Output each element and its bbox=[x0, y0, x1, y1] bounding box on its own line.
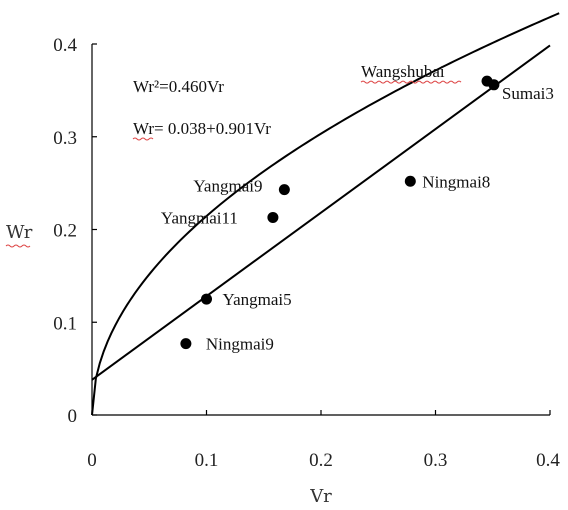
data-label-underline bbox=[360, 80, 462, 84]
x-tick-label: 0 bbox=[87, 450, 97, 471]
data-point bbox=[488, 79, 500, 91]
y-tick-label: 0 bbox=[68, 406, 78, 427]
data-label: Sumai3 bbox=[502, 84, 554, 103]
labels: Wr²=0.460Vr Wr= 0.038+0.901Vr Wangshubai Su… bbox=[132, 62, 554, 354]
data-label: Ningmai8 bbox=[422, 172, 490, 191]
x-axis-title: Vr bbox=[309, 486, 332, 507]
axes: 0 0.1 0.2 0.3 0.4 0 0.1 0.2 0.3 0.4 Vr Wr bbox=[5, 35, 560, 507]
data-label: Yangmai5 bbox=[223, 290, 292, 309]
y-axis-title-underline bbox=[5, 244, 31, 248]
y-tick-label: 0.1 bbox=[53, 313, 77, 334]
equation-underline bbox=[132, 137, 154, 141]
data-point bbox=[267, 211, 279, 223]
x-tick-label: 0.2 bbox=[309, 450, 333, 471]
y-axis-title: Wr bbox=[6, 222, 33, 243]
y-tick-label: 0.3 bbox=[53, 128, 77, 149]
data-point bbox=[278, 184, 290, 196]
data-point bbox=[404, 175, 416, 187]
power-equation-label: Wr²=0.460Vr bbox=[133, 77, 224, 96]
linear-regression-line bbox=[91, 44, 551, 381]
x-tick-label: 0.4 bbox=[536, 450, 560, 471]
data-label: Wangshubai bbox=[361, 62, 445, 81]
power-curve bbox=[91, 12, 560, 416]
x-tick-label: 0.1 bbox=[195, 450, 219, 471]
data-label: Yangmai11 bbox=[161, 208, 238, 227]
data-point bbox=[201, 293, 212, 305]
data-label: Yangmai9 bbox=[193, 177, 262, 196]
y-tick-label: 0.4 bbox=[53, 35, 77, 56]
curves bbox=[91, 12, 560, 416]
data-point bbox=[180, 338, 192, 350]
data-label: Ningmai9 bbox=[206, 335, 274, 354]
linear-equation-label: Wr= 0.038+0.901Vr bbox=[133, 119, 271, 138]
x-tick-label: 0.3 bbox=[424, 450, 448, 471]
y-tick-label: 0.2 bbox=[53, 221, 77, 242]
points bbox=[180, 75, 500, 350]
